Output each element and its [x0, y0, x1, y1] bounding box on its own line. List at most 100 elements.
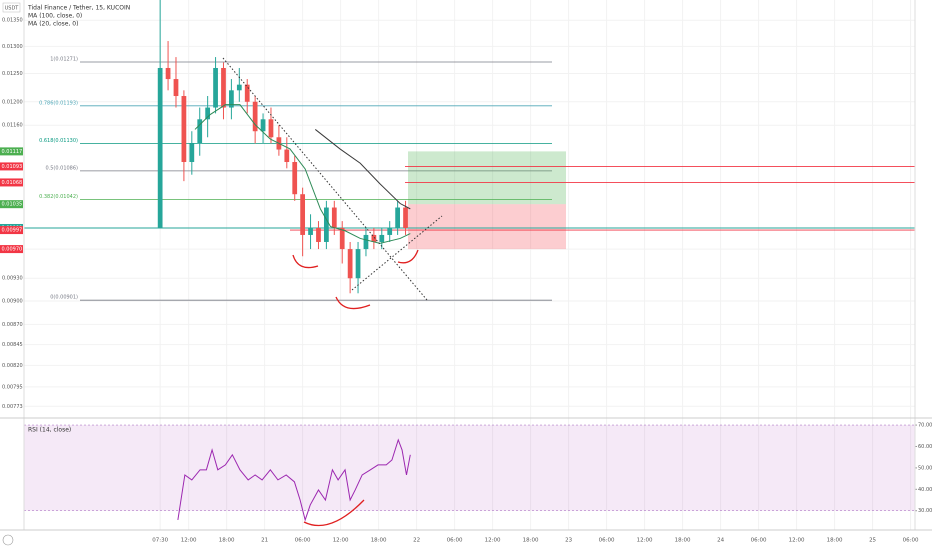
x-tick-label: 06:00 [751, 538, 767, 544]
candle-body [236, 84, 242, 91]
x-tick-label: 07:30 [152, 538, 168, 544]
candle-body [213, 67, 218, 108]
candle-body [252, 101, 258, 132]
fib-label: 0.618(0.01130) [39, 138, 78, 144]
candle-body [157, 67, 163, 228]
candle-body [371, 234, 377, 242]
x-tick-label: 06:00 [295, 538, 311, 544]
x-tick-label: 06:00 [599, 538, 615, 544]
candle-body [379, 234, 385, 242]
fib-label: 0.382(0.01042) [39, 194, 78, 200]
price-marker-box [0, 200, 23, 209]
candle-body [181, 96, 187, 163]
x-tick-label: 21 [261, 538, 268, 544]
candle-body [339, 227, 345, 250]
annotations [222, 57, 443, 527]
ma-line [314, 129, 411, 210]
candle-body [403, 207, 408, 228]
price-marker-box [0, 178, 23, 187]
candle-body [324, 207, 329, 242]
candle-body [355, 249, 361, 279]
fib-label: 0.5(0.01086) [45, 165, 78, 171]
y-tick-label: 0.00773 [2, 404, 23, 410]
hand-arc [335, 296, 371, 310]
y-tick-label: 0.01350 [2, 18, 23, 24]
trend-line [222, 57, 428, 301]
unit-label: USDT [5, 6, 20, 12]
hand-arc [397, 249, 419, 264]
y-tick-label: 0.00845 [2, 342, 23, 348]
y-tick-label: 0.01200 [2, 99, 23, 105]
ma-line [194, 104, 411, 244]
pane-title: RSI (14, close) [28, 427, 71, 434]
settings-icon[interactable] [2, 534, 14, 546]
x-tick-label: 18:00 [371, 538, 387, 544]
candle-body [331, 207, 337, 228]
price-marker-label: 0.01117 [2, 149, 23, 155]
price-marker-label: 0.01068 [2, 180, 23, 186]
candle-body [268, 119, 274, 138]
y-tick-label: 0.00870 [2, 322, 23, 328]
candle-body [197, 119, 203, 144]
candle-body [205, 107, 211, 120]
candle-body [284, 149, 290, 163]
candle-body [316, 227, 321, 242]
price-marker-box [0, 226, 23, 235]
candle-body [347, 249, 353, 279]
x-tick-label: 12:00 [789, 538, 805, 544]
rsi-tick-label: 70.00 [918, 423, 932, 429]
x-tick-label: 24 [717, 538, 724, 544]
candle-body [292, 162, 298, 195]
price-marker-label: 0.00970 [2, 247, 23, 253]
x-tick-label: 18:00 [219, 538, 235, 544]
x-tick-label: 22 [413, 538, 420, 544]
rsi-band [24, 425, 915, 511]
candle-body [221, 67, 226, 108]
candle-body [189, 143, 195, 163]
candle-body [363, 234, 369, 250]
candle-body [387, 227, 393, 235]
y-tick-label: 0.01250 [2, 71, 23, 77]
candle-body [229, 90, 234, 108]
rsi-tick-label: 30.00 [918, 508, 932, 514]
price-marker-box [0, 147, 23, 156]
candle-body [308, 227, 313, 235]
unit-box [2, 2, 21, 13]
y-tick-label: 0.00930 [2, 276, 23, 282]
y-tick-label: 0.00900 [2, 298, 23, 304]
legend-entry: MA (100, close, 0) [28, 13, 82, 20]
x-tick-label: 06:00 [447, 538, 463, 544]
chart-title: Tidal Finance / Tether, 15, KUCOIN [27, 5, 130, 12]
x-tick-label: 12:00 [181, 538, 197, 544]
candle-body [244, 84, 250, 102]
rsi-tick-label: 40.00 [918, 487, 932, 493]
legend-entry: MA (20, close, 0) [28, 21, 78, 28]
x-tick-label: 12:00 [485, 538, 501, 544]
price-marker-label: 0.00997 [2, 228, 23, 234]
rsi-tick-label: 50.00 [918, 465, 932, 471]
fib-label: 1(0.01271) [50, 56, 78, 62]
price-marker-label: 0.01035 [2, 202, 23, 208]
hand-arc [303, 499, 365, 527]
x-tick-label: 18:00 [675, 538, 691, 544]
x-tick-label: 25 [869, 538, 876, 544]
rsi-tick-label: 60.00 [918, 444, 932, 450]
fib-label: 0.786(0.01193) [39, 100, 78, 106]
x-tick-label: 18:00 [827, 538, 843, 544]
x-tick-label: 12:00 [333, 538, 349, 544]
profit-zone [408, 151, 566, 205]
candle-body [260, 119, 266, 132]
x-tick-label: 12:00 [637, 538, 653, 544]
y-tick-label: 0.00795 [2, 384, 23, 390]
y-tick-label: 0.00820 [2, 363, 23, 369]
grid [24, 0, 915, 530]
candle-body [165, 67, 171, 80]
candle-body [395, 207, 400, 228]
fib-label: 0(0.00901) [50, 295, 78, 301]
hand-arc [292, 254, 319, 269]
x-tick-label: 18:00 [523, 538, 539, 544]
y-tick-label: 0.01160 [2, 123, 23, 129]
